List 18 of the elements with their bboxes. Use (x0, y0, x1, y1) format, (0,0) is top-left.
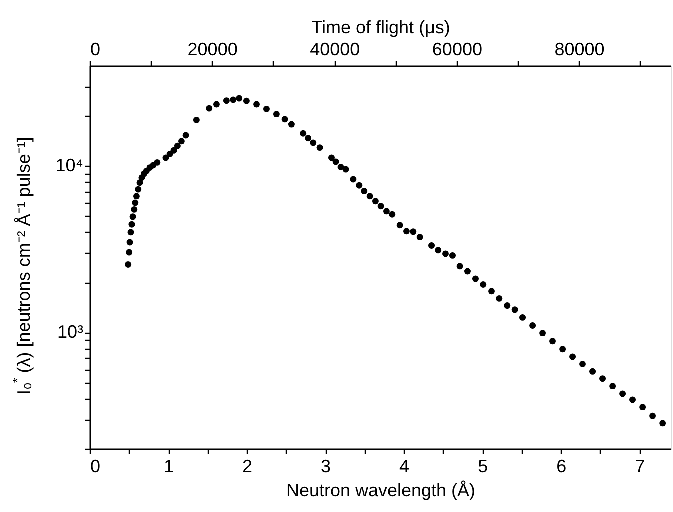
x-tick-label: 4 (400, 456, 410, 476)
x-tick-label: 2 (242, 456, 253, 476)
x-axis-title: Neutron wavelength (Å) (286, 480, 476, 500)
x2-tick-label: 20000 (188, 40, 238, 60)
x2-axis-title: Time of flight (μs) (312, 18, 450, 38)
y-tick-label: 10³ (57, 322, 84, 342)
x2-tick-label: 40000 (310, 40, 360, 60)
y-tick-label: 10⁴ (56, 156, 84, 176)
y-axis-title: I₀* (λ) [neutrons cm⁻² Å⁻¹ pulse⁻¹] (10, 137, 34, 395)
x-tick-label: 7 (635, 456, 646, 476)
x-tick-label: 6 (556, 456, 567, 476)
x-tick-label: 5 (478, 456, 488, 476)
x-tick-label: 3 (321, 456, 332, 476)
x-tick-label: 1 (164, 456, 174, 476)
x2-tick-label: 0 (90, 40, 101, 60)
x2-tick-label: 80000 (554, 40, 605, 60)
x-tick-label: 0 (90, 456, 101, 476)
x2-tick-label: 60000 (432, 40, 482, 60)
